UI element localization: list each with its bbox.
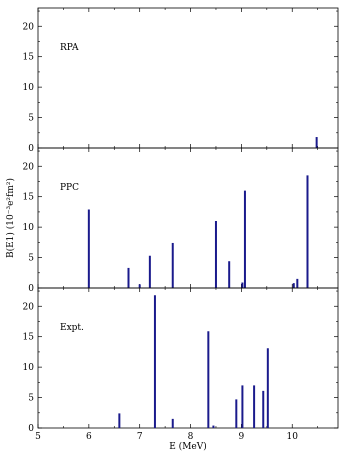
y-tick-label: 5 [28,254,34,264]
y-tick-label: 10 [23,223,35,233]
x-tick-label: 8 [188,432,194,442]
y-tick-label: 15 [23,53,35,63]
y-tick-label: 5 [28,114,34,124]
panel-frame [37,147,339,289]
y-tick-label: 5 [28,394,34,404]
panel-ppc: 0 5 10 15 20 PPC [23,147,339,294]
y-tick-label: 20 [23,302,35,312]
y-tick-label: 10 [23,83,35,93]
y-tick-label: 0 [28,144,34,154]
panel-label: PPC [60,183,79,193]
x-tick-label: 6 [86,432,92,442]
panel-label: RPA [60,43,79,53]
y-tick-label: 20 [23,22,35,32]
x-tick-label: 5 [35,432,41,442]
panel-frame [37,287,339,429]
y-tick-label: 15 [23,193,35,203]
y-tick-label: 0 [28,424,34,434]
y-tick-label: 10 [23,363,35,373]
y-axis-title: B(E1) (10⁻³e²fm²) [5,178,16,258]
y-tick-label: 15 [23,333,35,343]
x-axis-title: E (MeV) [169,441,207,452]
panel-frame [37,7,339,149]
panel-label: Expt. [60,323,84,333]
y-tick-label: 20 [23,162,35,172]
x-tick-label: 9 [239,432,245,442]
x-tick-label: 10 [287,432,299,442]
y-tick-label: 0 [28,284,34,294]
x-tick-label: 7 [137,432,143,442]
panel-rpa: 0 5 10 15 20 RPA [23,7,339,154]
